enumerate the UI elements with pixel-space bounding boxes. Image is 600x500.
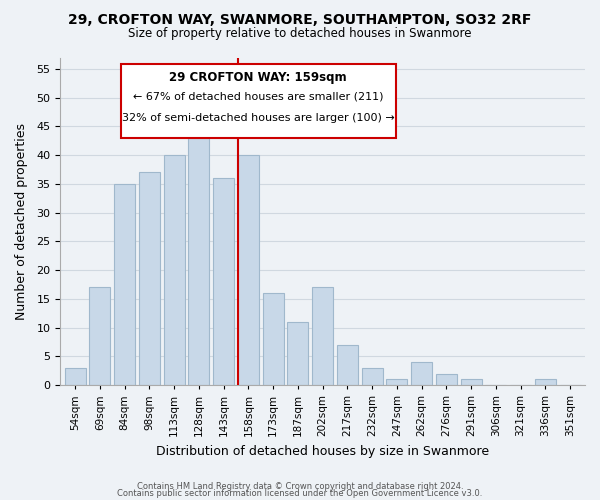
Text: 29 CROFTON WAY: 159sqm: 29 CROFTON WAY: 159sqm	[169, 70, 347, 84]
Text: Contains HM Land Registry data © Crown copyright and database right 2024.: Contains HM Land Registry data © Crown c…	[137, 482, 463, 491]
Y-axis label: Number of detached properties: Number of detached properties	[15, 123, 28, 320]
Bar	[114, 184, 135, 385]
Bar	[89, 288, 110, 385]
Bar	[65, 368, 86, 385]
Bar	[535, 380, 556, 385]
Bar	[312, 288, 333, 385]
FancyBboxPatch shape	[121, 64, 396, 138]
Text: 29, CROFTON WAY, SWANMORE, SOUTHAMPTON, SO32 2RF: 29, CROFTON WAY, SWANMORE, SOUTHAMPTON, …	[68, 12, 532, 26]
Bar	[213, 178, 234, 385]
Bar	[164, 155, 185, 385]
Bar	[139, 172, 160, 385]
Bar	[263, 293, 284, 385]
Bar	[188, 138, 209, 385]
X-axis label: Distribution of detached houses by size in Swanmore: Distribution of detached houses by size …	[156, 444, 489, 458]
Bar	[362, 368, 383, 385]
Bar	[386, 380, 407, 385]
Bar	[337, 345, 358, 385]
Text: Contains public sector information licensed under the Open Government Licence v3: Contains public sector information licen…	[118, 488, 482, 498]
Bar	[411, 362, 432, 385]
Bar	[287, 322, 308, 385]
Bar	[436, 374, 457, 385]
Bar	[461, 380, 482, 385]
Text: 32% of semi-detached houses are larger (100) →: 32% of semi-detached houses are larger (…	[122, 113, 395, 123]
Bar	[238, 155, 259, 385]
Text: ← 67% of detached houses are smaller (211): ← 67% of detached houses are smaller (21…	[133, 92, 383, 102]
Text: Size of property relative to detached houses in Swanmore: Size of property relative to detached ho…	[128, 28, 472, 40]
